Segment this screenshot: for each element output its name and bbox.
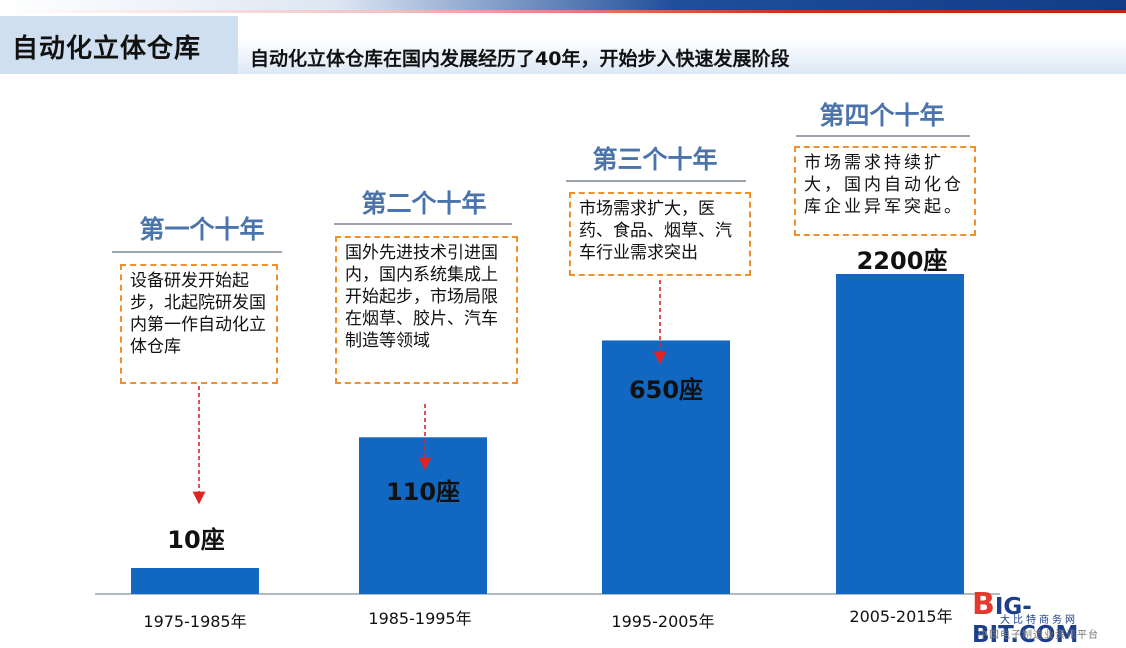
category-label-1: 1975-1985年 bbox=[143, 612, 247, 631]
bar-4 bbox=[836, 274, 964, 594]
value-label-1: 10座 bbox=[167, 526, 225, 554]
bar-3 bbox=[602, 340, 730, 594]
subtitle-bar bbox=[238, 38, 1126, 74]
watermark-tagline: 大比特商务网 bbox=[1000, 615, 1078, 626]
decade-title-4: 第四个十年 bbox=[819, 101, 945, 130]
value-label-4: 2200座 bbox=[856, 247, 948, 275]
value-label-2: 110座 bbox=[385, 478, 461, 506]
title-box bbox=[0, 16, 238, 74]
annotation-2: 国外先进技术引进国内，国内系统集成上开始起步，市场局限在烟草、胶片、汽车制造等领… bbox=[335, 236, 518, 384]
category-label-3: 1995-2005年 bbox=[611, 612, 715, 631]
decade-title-3: 第三个十年 bbox=[592, 145, 718, 174]
page-subtitle: 自动化立体仓库在国内发展经历了40年，开始步入快速发展阶段 bbox=[250, 48, 790, 70]
annotation-4: 市场需求持续扩大，国内自动化仓库企业异军突起。 bbox=[794, 146, 976, 236]
bar-1 bbox=[131, 568, 259, 594]
value-label-3: 650座 bbox=[628, 376, 704, 404]
watermark-logo-b: B bbox=[972, 587, 995, 622]
annotation-1: 设备研发开始起步，北起院研发国内第一作自动化立体仓库 bbox=[120, 264, 278, 384]
category-label-4: 2005-2015年 bbox=[849, 607, 953, 626]
top-decor-stripe-red bbox=[0, 10, 1126, 13]
page-title: 自动化立体仓库 bbox=[12, 34, 202, 64]
top-decor-stripe bbox=[0, 0, 1126, 10]
bar-2 bbox=[359, 437, 487, 594]
decade-title-2: 第二个十年 bbox=[361, 189, 487, 218]
annotation-3: 市场需求扩大，医药、食品、烟草、汽车行业需求突出 bbox=[569, 192, 751, 276]
decade-title-1: 第一个十年 bbox=[139, 215, 265, 244]
watermark-subtitle: 中国电子制造业资讯平台 bbox=[978, 630, 1099, 641]
category-label-2: 1985-1995年 bbox=[368, 609, 472, 628]
